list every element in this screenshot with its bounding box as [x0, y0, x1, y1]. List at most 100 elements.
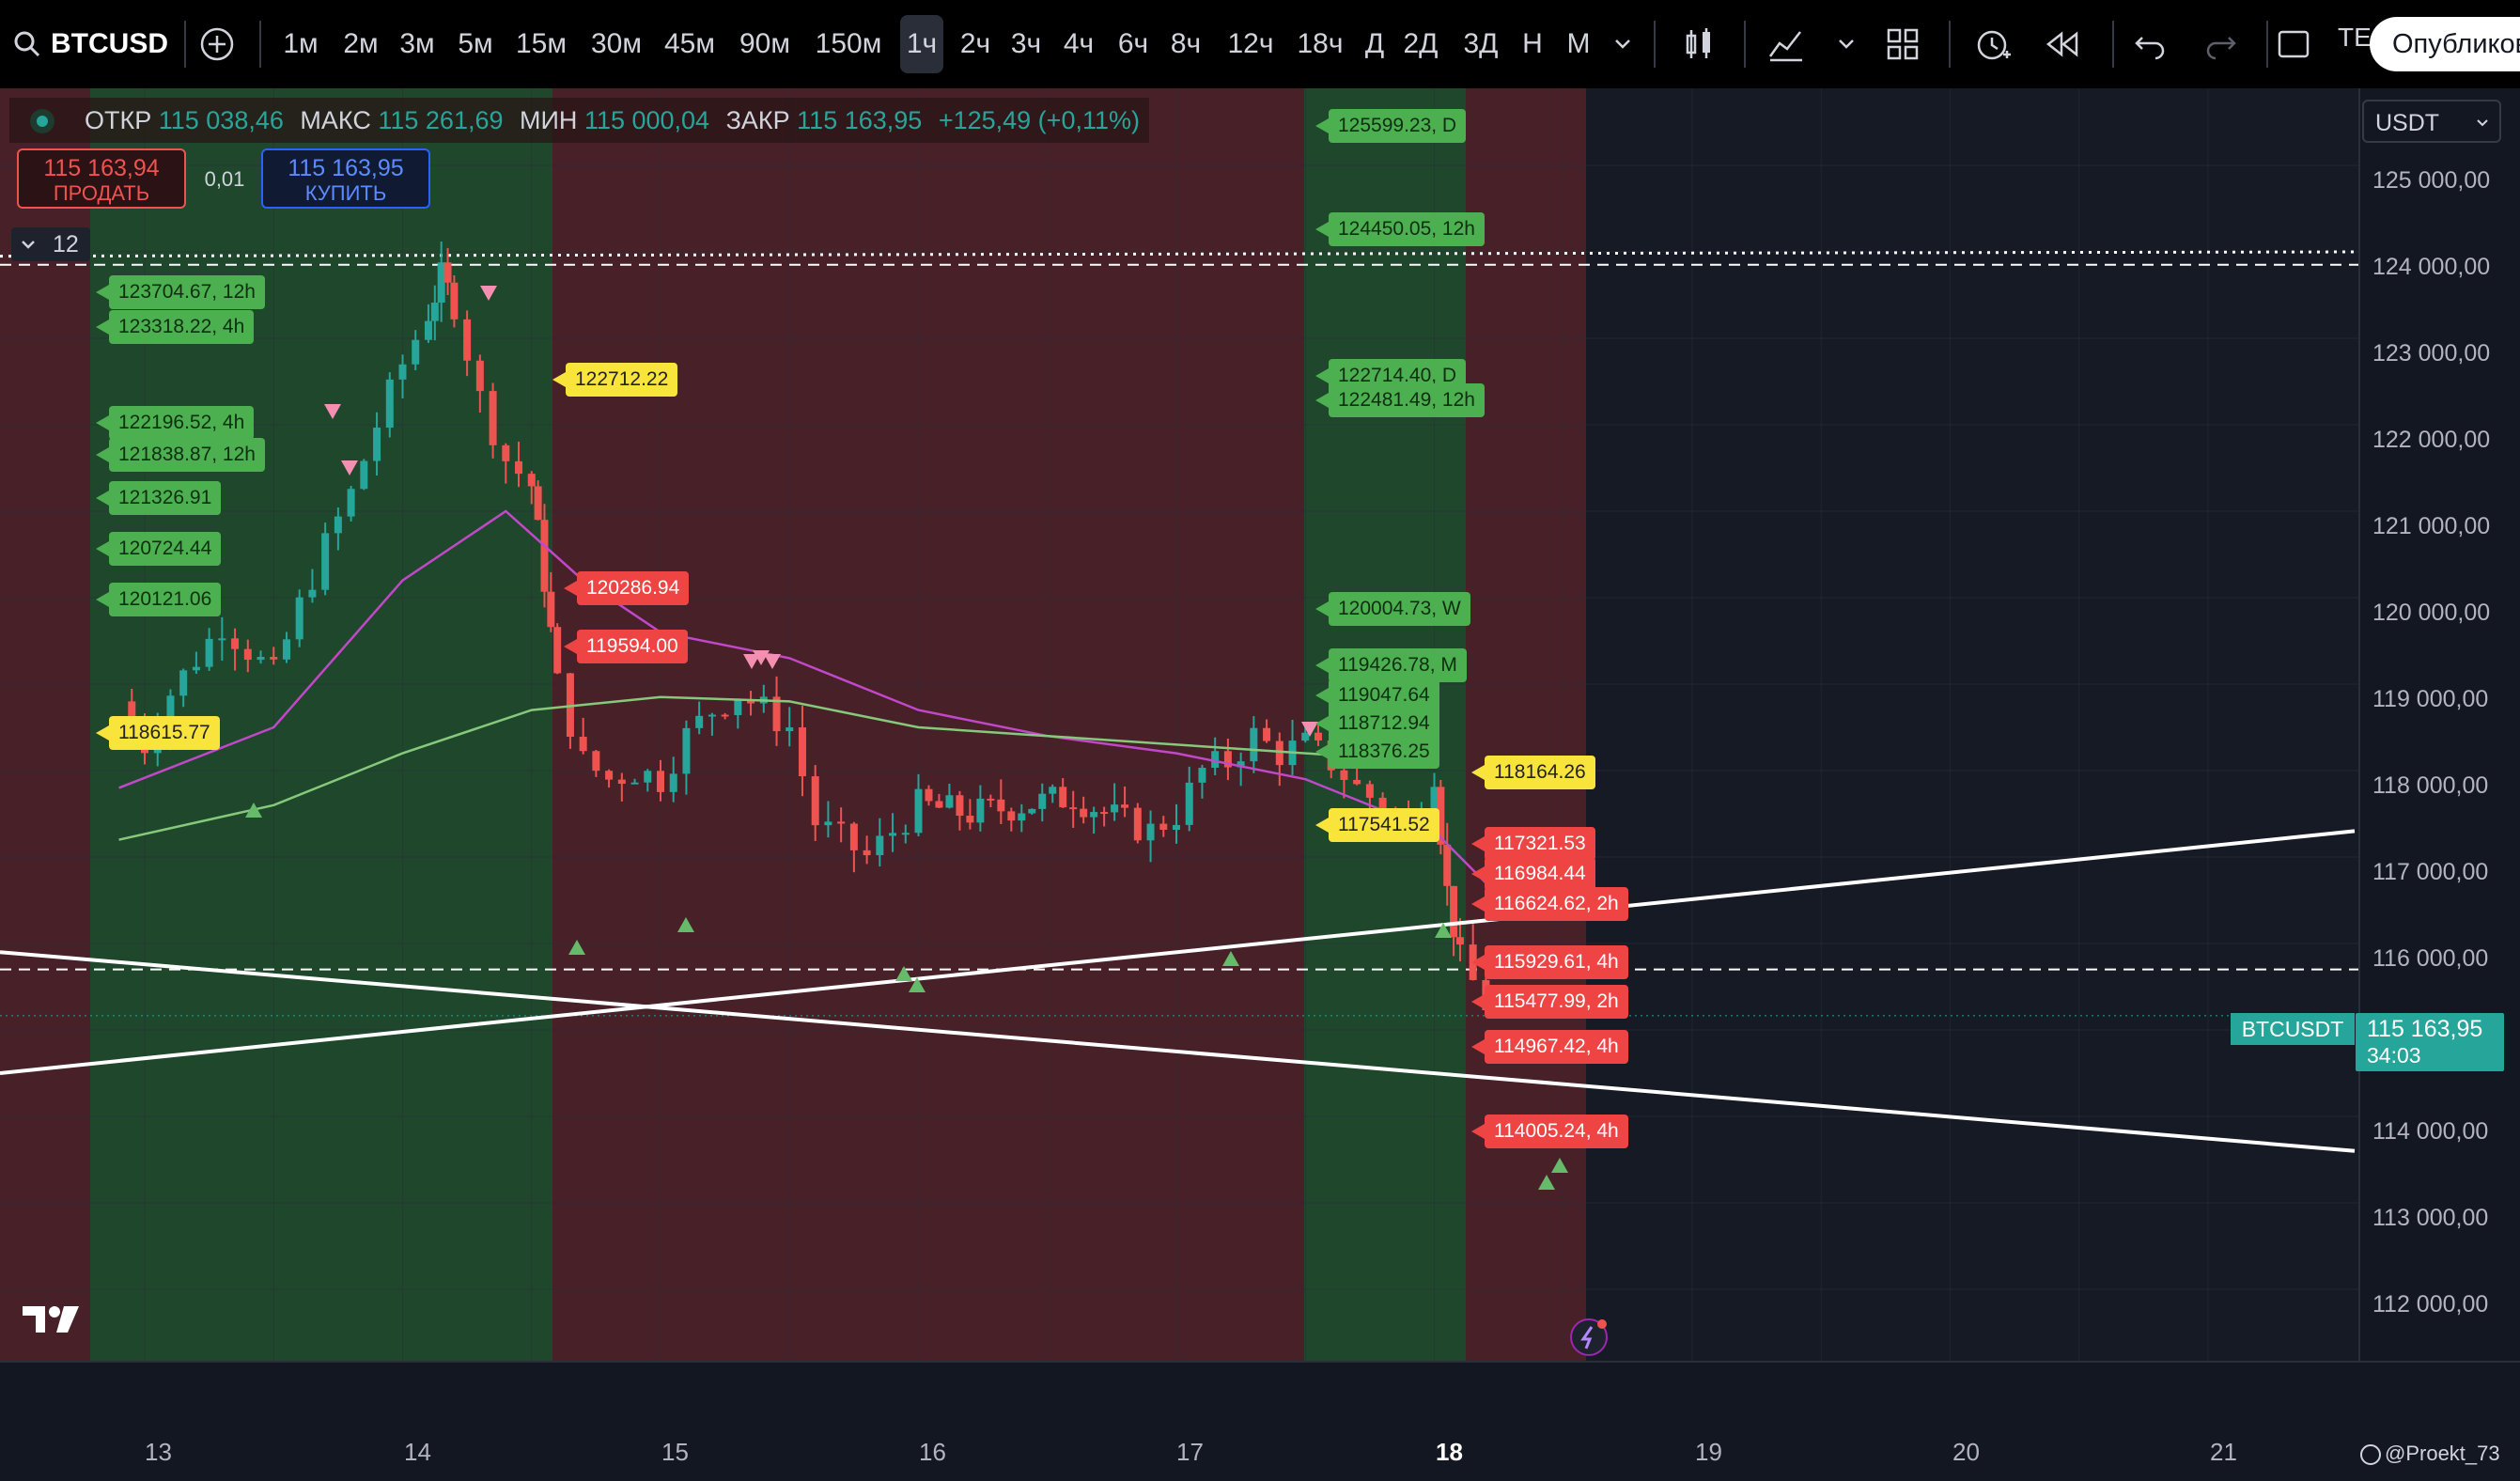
candle-body	[579, 737, 587, 752]
candle-body	[695, 715, 704, 728]
lightning-icon[interactable]	[1567, 1316, 1610, 1359]
timeframe-2[interactable]: 3м	[399, 28, 435, 59]
candle-body	[1250, 727, 1258, 762]
timeframe-10[interactable]: 2ч	[959, 28, 991, 59]
candle-body	[1028, 808, 1036, 814]
settings-icon[interactable]	[2360, 1444, 2381, 1466]
level-label-green: 122196.52, 4h	[95, 406, 255, 440]
trendline	[0, 950, 2356, 1153]
candle-body	[1090, 812, 1098, 818]
timeframe-17[interactable]: Д	[1364, 28, 1385, 59]
buy-signal-icon	[895, 966, 912, 981]
timeframe-4[interactable]: 15м	[516, 28, 567, 59]
replay-icon[interactable]	[2039, 21, 2086, 68]
chevron-down-icon[interactable]	[1823, 21, 1870, 68]
symbol-name: BTCUSD	[51, 28, 168, 59]
time-axis[interactable]	[0, 1361, 2520, 1481]
close-key: ЗАКР	[725, 106, 790, 134]
level-label-green: 120724.44	[95, 532, 222, 566]
level-label-red: 114005.24, 4h	[1471, 1115, 1628, 1148]
fullscreen-icon[interactable]	[2270, 21, 2317, 68]
level-label-green: 121326.91	[95, 481, 222, 515]
indicators-icon[interactable]	[1763, 21, 1810, 68]
currency-select[interactable]: USDT	[2362, 100, 2501, 143]
candle-body	[747, 699, 755, 704]
timeframe-14[interactable]: 8ч	[1170, 28, 1202, 59]
layouts-icon[interactable]	[1879, 21, 1926, 68]
timeframe-16[interactable]: 18ч	[1297, 28, 1344, 59]
timeframe-12[interactable]: 4ч	[1063, 28, 1095, 59]
trendline	[0, 829, 2356, 1075]
publish-button[interactable]: Опубликовать	[2370, 17, 2520, 71]
candle-body	[1353, 779, 1361, 785]
candle-body	[721, 714, 729, 717]
timeframe-18[interactable]: 2Д	[1403, 28, 1439, 59]
buy-price: 115 163,95	[288, 155, 404, 181]
moving-average-line	[118, 695, 1435, 841]
timeframe-19[interactable]: 3Д	[1463, 28, 1499, 59]
timeframe-21[interactable]: М	[1566, 28, 1591, 59]
candle-body	[1378, 797, 1387, 812]
search-icon	[14, 31, 40, 57]
buy-button[interactable]: 115 163,95 КУПИТЬ	[261, 148, 430, 209]
current-price: 115 163,95	[2367, 1016, 2483, 1042]
price-chart[interactable]	[0, 88, 2358, 1361]
candle-body	[553, 627, 562, 674]
candles-icon[interactable]	[1674, 21, 1721, 68]
candle-body	[385, 379, 394, 429]
candle-body	[1038, 793, 1047, 809]
candle-body	[192, 666, 200, 671]
status-dot-icon[interactable]	[30, 109, 54, 133]
candle-body	[1146, 823, 1155, 841]
divider	[259, 21, 261, 68]
price-axis[interactable]	[2358, 88, 2520, 1361]
timeframe-7[interactable]: 90м	[739, 28, 790, 59]
candle-body	[605, 771, 614, 780]
timeframe-6[interactable]: 45м	[664, 28, 715, 59]
timeframe-0[interactable]: 1м	[283, 28, 319, 59]
level-label-green: 123318.22, 4h	[95, 310, 255, 344]
indicators-collapse[interactable]: 12	[11, 227, 90, 261]
candle-body	[475, 360, 484, 392]
timeframe-15[interactable]: 12ч	[1227, 28, 1274, 59]
currency-value: USDT	[2375, 110, 2440, 136]
sell-signal-icon	[764, 654, 781, 669]
chevron-down-icon[interactable]	[1599, 21, 1646, 68]
candle-body	[630, 782, 639, 785]
level-label-yellow: 118615.77	[96, 716, 220, 750]
open-key: ОТКР	[85, 106, 152, 134]
price-tick: 113 000,00	[2372, 1205, 2489, 1231]
timeframe-20[interactable]: Н	[1522, 28, 1543, 59]
level-label-red: 119594.00	[564, 630, 688, 663]
alert-icon[interactable]	[1969, 21, 2016, 68]
level-label-red: 117321.53	[1471, 827, 1595, 861]
timeframe-9[interactable]: 1ч	[900, 15, 943, 73]
timeframe-1[interactable]: 2м	[343, 28, 379, 59]
timeframe-8[interactable]: 150м	[815, 28, 882, 59]
sell-button[interactable]: 115 163,94 ПРОДАТЬ	[17, 148, 186, 209]
open-value: 115 038,46	[158, 106, 284, 134]
timeframe-5[interactable]: 30м	[591, 28, 642, 59]
moving-average-line	[118, 509, 1487, 884]
undo-icon[interactable]	[2127, 21, 2174, 68]
symbol-search[interactable]: BTCUSD	[13, 0, 168, 88]
timeframe-11[interactable]: 3ч	[1010, 28, 1042, 59]
candle-body	[987, 798, 995, 801]
tradingview-logo	[23, 1306, 79, 1333]
timeframe-3[interactable]: 5м	[458, 28, 493, 59]
candle-body	[1121, 804, 1129, 808]
redo-icon[interactable]	[2197, 21, 2244, 68]
candle-body	[682, 727, 691, 774]
candle-body	[592, 751, 600, 772]
candle-body	[1159, 823, 1168, 831]
level-label-green: 121838.87, 12h	[96, 438, 265, 472]
add-symbol-icon[interactable]	[194, 21, 241, 68]
chart-plot[interactable]	[0, 88, 2358, 1361]
level-label-red: 115929.61, 4h	[1471, 945, 1628, 979]
buy-signal-icon	[677, 917, 694, 932]
sell-signal-icon	[324, 404, 341, 419]
level-label-red: 120286.94	[563, 571, 690, 605]
candle-body	[1069, 807, 1078, 810]
candle-body	[450, 282, 459, 320]
timeframe-13[interactable]: 6ч	[1117, 28, 1149, 59]
